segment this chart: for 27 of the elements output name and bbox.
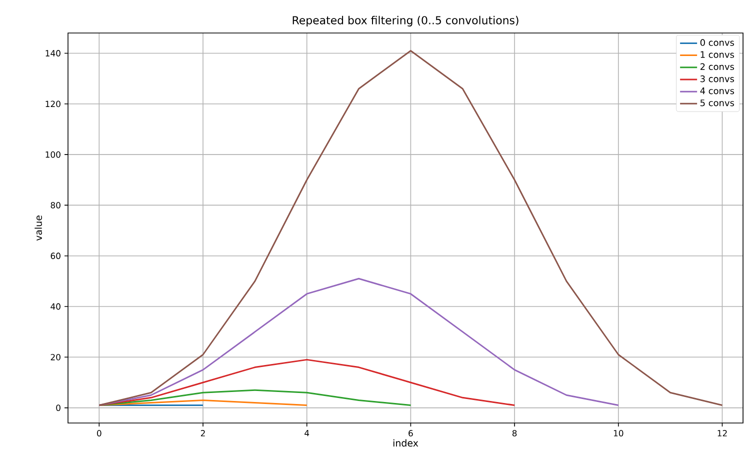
- x-axis-title: index: [393, 439, 418, 447]
- legend-label: 4 convs: [700, 88, 734, 94]
- x-tick-label: 6: [408, 430, 413, 436]
- legend-label: 2 convs: [700, 63, 734, 70]
- legend-label: 0 convs: [700, 39, 734, 46]
- line-series: [98, 389, 412, 406]
- legend-label: 5 convs: [700, 100, 734, 106]
- legend-label: 3 convs: [700, 75, 734, 82]
- legend-label: 1 convs: [700, 51, 734, 58]
- y-tick-label: 140: [46, 50, 60, 56]
- x-tick-label: 10: [614, 430, 624, 436]
- x-tick-label: 0: [97, 430, 102, 436]
- y-tick-label: 0: [56, 404, 60, 412]
- y-tick-label: 120: [46, 100, 60, 108]
- x-tick-label: 2: [200, 430, 205, 436]
- y-tick-label: 80: [50, 202, 60, 208]
- y-tick-label: 40: [50, 303, 60, 310]
- line-series: [98, 358, 516, 406]
- x-tick-label: 8: [512, 430, 517, 436]
- x-tick-label: 4: [304, 430, 310, 436]
- x-tick-label: 12: [718, 430, 727, 436]
- y-axis-title: value: [34, 216, 42, 241]
- chart-title: Repeated box filtering (0..5 convolutions): [292, 16, 518, 26]
- y-tick-label: 20: [50, 354, 60, 360]
- y-tick-label: 100: [46, 151, 60, 158]
- y-tick-label: 60: [50, 252, 60, 260]
- line-series: [98, 278, 620, 406]
